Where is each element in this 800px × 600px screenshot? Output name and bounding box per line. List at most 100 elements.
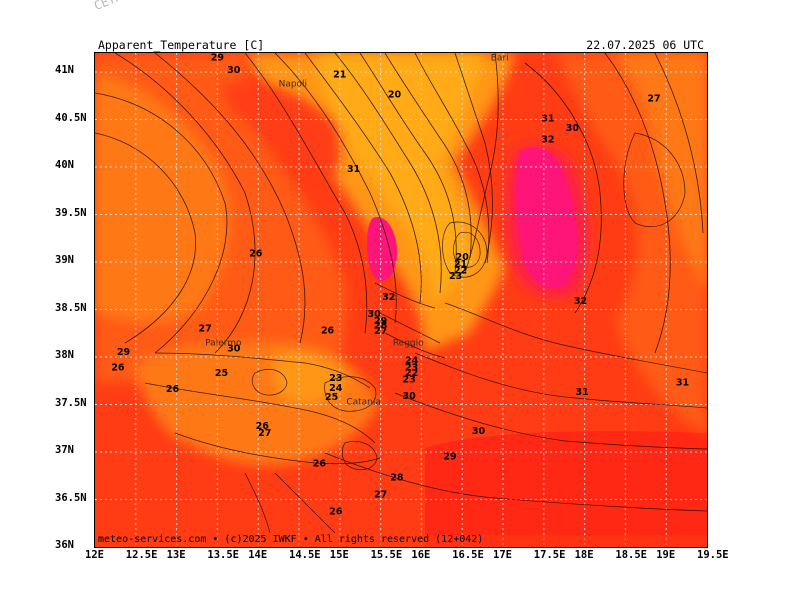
- contour-label: 20: [456, 252, 470, 263]
- contour-label: 25: [325, 392, 338, 403]
- contour-label: 23: [449, 271, 462, 282]
- contour-label: 32: [541, 134, 554, 145]
- field-adriatic-inner: [615, 53, 707, 293]
- isotherms: [95, 53, 707, 534]
- isotherm-line: [454, 53, 493, 264]
- isotherm-line: [95, 92, 228, 354]
- isotherm-line: [154, 53, 306, 344]
- contour-label: 21: [454, 259, 467, 270]
- lat-tick-label: 36N: [55, 539, 74, 551]
- city-label: Bari: [491, 54, 509, 64]
- lat-lon-grid: [95, 53, 707, 547]
- lon-tick-label: 18.5E: [615, 549, 647, 561]
- contour-label: 27: [647, 93, 660, 104]
- contour-label: 32: [382, 292, 395, 303]
- contour-label: 30: [566, 123, 580, 134]
- contour-label: 30: [227, 343, 241, 354]
- city-label: Reggio: [393, 339, 424, 349]
- contour-label: 28: [390, 473, 404, 484]
- isotherm-line: [251, 369, 288, 396]
- lon-tick-label: 19.5E: [697, 549, 729, 561]
- contour-label: 26: [166, 384, 180, 395]
- city-label: Catania: [346, 398, 381, 408]
- lat-tick-label: 39N: [55, 254, 74, 266]
- contour-label: 32: [574, 296, 587, 307]
- isotherm-line: [359, 53, 457, 274]
- lon-tick-label: 17.5E: [533, 549, 566, 561]
- contour-label: 27: [258, 428, 271, 439]
- contour-label: 29: [211, 53, 224, 64]
- isotherm-line: [384, 332, 446, 359]
- lon-tick-label: 12.5E: [125, 549, 158, 561]
- hotspot-tyrrhenian: [367, 217, 398, 282]
- city-label: Palermo: [205, 339, 242, 349]
- isotherm-line: [274, 472, 336, 534]
- contour-label: 24: [329, 383, 343, 394]
- lon-tick-label: 14E: [248, 549, 268, 561]
- contour-label: 27: [199, 323, 212, 334]
- field-sicily-core: [273, 351, 350, 405]
- lat-tick-label: 37.5N: [55, 396, 87, 409]
- lon-tick-label: 13.5E: [207, 549, 239, 561]
- lat-tick-label: 41N: [55, 64, 74, 76]
- isotherm-line: [324, 376, 377, 412]
- contour-label: 31: [676, 378, 689, 389]
- lon-tick-label: 19E: [656, 549, 676, 561]
- isotherm-line: [414, 53, 490, 264]
- contour-label: 23: [403, 375, 416, 386]
- contour-label: 20: [388, 90, 402, 101]
- isotherm-line: [174, 432, 381, 465]
- isotherm-line: [444, 302, 707, 374]
- isotherm-line: [414, 352, 707, 409]
- contour-label: 29: [443, 452, 456, 463]
- lon-tick-label: 13E: [166, 549, 186, 561]
- lon-tick-label: 16E: [411, 549, 431, 561]
- contour-label: 30: [403, 391, 417, 402]
- contour-label: 26: [321, 325, 335, 336]
- isotherm-line: [324, 452, 707, 512]
- lat-tick-label: 39.5N: [55, 206, 87, 219]
- contour-label: 24: [405, 356, 419, 367]
- map-title: Apparent_Temperature [C]: [98, 38, 265, 52]
- isotherm-line: [154, 352, 371, 389]
- lat-tick-label: 40N: [55, 159, 74, 171]
- footer-band: [95, 535, 707, 547]
- contour-label: 29: [374, 316, 387, 327]
- contour-label: 28: [374, 321, 388, 332]
- isotherm-line: [95, 132, 197, 344]
- isotherm-line: [374, 282, 436, 309]
- contour-label: 30: [472, 426, 486, 437]
- contour-label: 21: [333, 70, 346, 81]
- isotherm-line: [453, 231, 481, 268]
- field-south-sea: [425, 431, 707, 547]
- contour-label: 26: [249, 248, 263, 259]
- lat-tick-label: 38N: [55, 349, 74, 361]
- lat-tick-label: 37N: [55, 444, 74, 456]
- map-datetime: 22.07.2025 06 UTC: [586, 38, 704, 52]
- lon-tick-label: 18E: [574, 549, 594, 561]
- lat-tick-label: 40.5N: [55, 111, 87, 124]
- contour-label: 29: [117, 347, 130, 358]
- isotherm-line: [654, 53, 704, 234]
- lon-tick-label: 17E: [493, 549, 512, 561]
- isotherm-line: [341, 441, 378, 471]
- isotherm-line: [464, 53, 499, 274]
- contour-label: 30: [227, 65, 241, 76]
- lat-tick-label: 36.5N: [55, 491, 87, 504]
- contour-label: 22: [454, 265, 467, 276]
- lon-tick-label: 15E: [329, 549, 349, 561]
- lon-tick-label: 12E: [85, 549, 104, 561]
- contour-label: 31: [576, 387, 589, 398]
- isotherm-line: [304, 53, 422, 304]
- map-panel: 29 30 21 20 27 31 30 32 31 26 20 21 22 23 32 32 30 29 28 27…: [94, 52, 708, 548]
- isotherm-line: [524, 62, 602, 314]
- lon-tick-label: 14.5E: [289, 549, 321, 561]
- lat-tick-label: 38.5N: [55, 301, 87, 314]
- contour-label: 23: [405, 362, 418, 373]
- isotherm-line: [334, 53, 442, 294]
- contour-label: 26: [313, 458, 327, 469]
- hotspot-ionian: [515, 147, 578, 288]
- isotherm-line: [379, 312, 441, 344]
